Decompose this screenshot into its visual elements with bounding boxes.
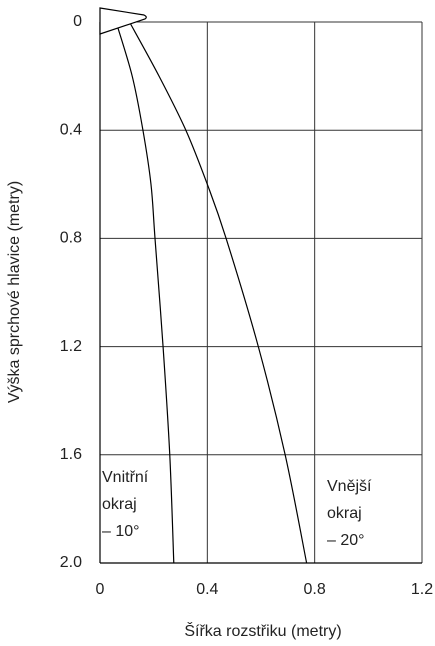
- y-tick-label: 2.0: [60, 554, 82, 571]
- y-tick-label: 1.2: [60, 338, 82, 355]
- annotation: okraj: [102, 496, 137, 513]
- y-tick-label: 0: [73, 13, 82, 30]
- spray-edge-line: [128, 21, 308, 564]
- x-axis-title: Šířka rozstřiku (metry): [184, 621, 341, 640]
- nozzle: [99, 7, 147, 35]
- x-tick-label: 0: [96, 581, 105, 598]
- x-tick-label: 1.2: [411, 581, 433, 598]
- y-tick-label: 1.6: [60, 446, 82, 463]
- spray-edge-line: [115, 21, 175, 564]
- y-tick-label: 0.8: [60, 230, 82, 247]
- y-axis-title: Výška sprchové hlavice (metry): [6, 181, 23, 403]
- y-tick-label: 0.4: [60, 121, 82, 138]
- annotation: – 20°: [327, 532, 365, 549]
- annotation: Vnější: [327, 478, 372, 495]
- x-tick-label: 0.4: [196, 581, 218, 598]
- annotation: – 10°: [102, 523, 140, 540]
- x-tick-label: 0.8: [304, 581, 326, 598]
- annotation: okraj: [327, 505, 362, 522]
- annotation: Vnitřní: [102, 469, 149, 486]
